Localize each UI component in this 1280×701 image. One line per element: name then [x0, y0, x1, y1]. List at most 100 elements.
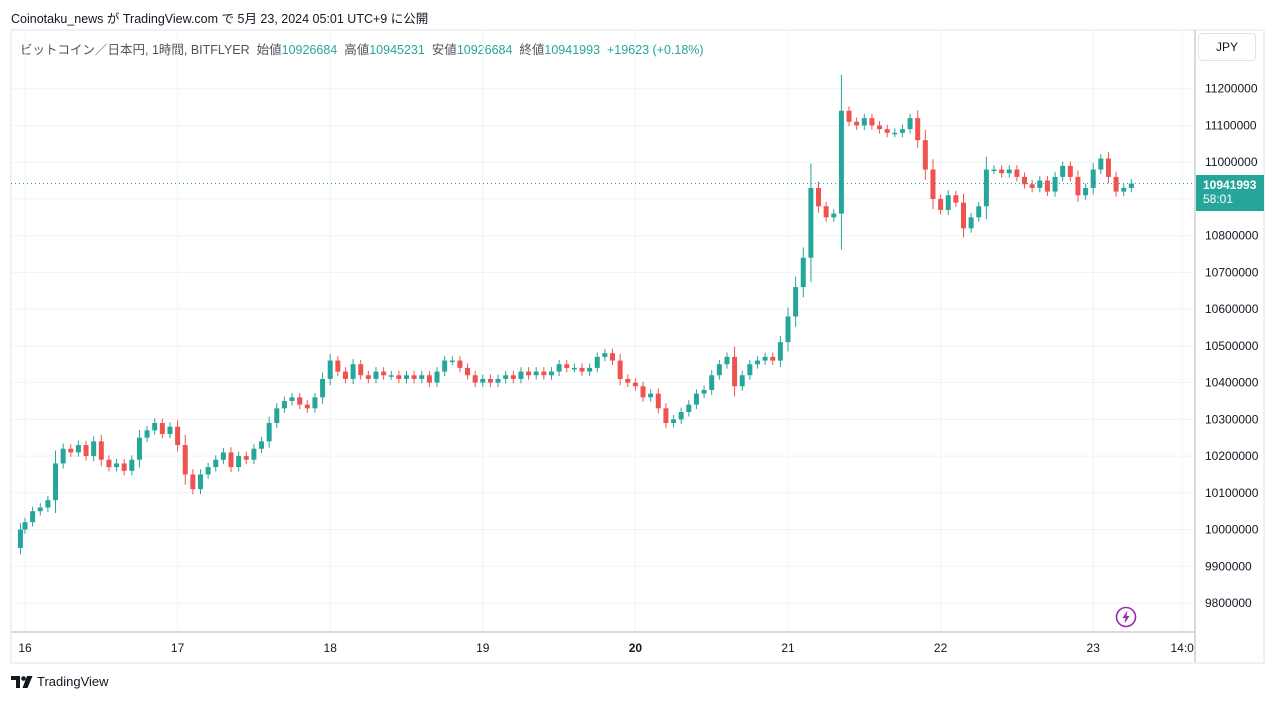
candle-body: [190, 474, 196, 490]
candle-body: [808, 187, 814, 258]
candle-body: [175, 426, 181, 446]
candle-body: [663, 408, 669, 424]
legend-high: 10945231: [369, 43, 425, 57]
y-tick-label: 10200000: [1205, 449, 1259, 463]
legend-close: 10941993: [544, 43, 601, 57]
candle-body: [640, 386, 646, 398]
legend-open-label: 始値: [256, 43, 282, 57]
candle-body: [846, 110, 852, 122]
lightning-icon[interactable]: [1115, 606, 1137, 628]
candle-body: [701, 389, 707, 394]
candle-body: [152, 423, 158, 431]
y-tick-label: 10600000: [1205, 302, 1259, 316]
candle-body: [373, 371, 379, 379]
candle-body: [785, 316, 791, 343]
candle-body: [350, 364, 356, 379]
candle-body: [388, 375, 394, 377]
candle-body: [579, 367, 585, 372]
candle-body: [693, 393, 699, 405]
candle-body: [1121, 187, 1127, 192]
candle-body: [236, 456, 242, 468]
y-tick-label: 10500000: [1205, 339, 1259, 353]
candle-body: [1014, 169, 1020, 177]
candle-body: [648, 393, 654, 398]
candle-body: [83, 445, 89, 457]
candle-body: [877, 125, 883, 130]
y-tick-label: 11200000: [1205, 82, 1258, 96]
x-tick-label: 14:0: [1170, 641, 1194, 655]
candle-body: [610, 353, 616, 361]
candle-body: [602, 353, 608, 357]
candle-body: [472, 375, 478, 383]
candle-body: [587, 367, 593, 372]
ohlc-legend: ビットコイン／日本円, 1時間, BITFLYER 始値10926684 高値1…: [20, 39, 704, 58]
candle-body: [37, 507, 43, 512]
y-tick-label: 10400000: [1205, 376, 1259, 390]
candle-body: [739, 375, 745, 387]
candle-body: [159, 423, 165, 435]
legend-symbol: ビットコイン／日本円, 1時間, BITFLYER: [20, 43, 250, 57]
legend-open: 10926684: [281, 43, 338, 57]
candle-body: [53, 463, 59, 501]
candle-body: [358, 364, 364, 376]
candle-body: [228, 452, 234, 468]
candle-body: [1105, 158, 1111, 177]
candle-body: [1128, 183, 1134, 188]
candle-body: [777, 342, 783, 361]
tradingview-wordmark: TradingView: [37, 674, 109, 689]
publish-caption: Coinotaku_news が TradingView.com で 5月 23…: [11, 12, 429, 26]
candle-body: [548, 371, 554, 376]
candle-body: [938, 198, 944, 210]
x-tick-label: 16: [18, 641, 32, 655]
candle-body: [953, 195, 959, 203]
candle-body: [30, 511, 36, 523]
candle-body: [930, 169, 936, 199]
candle-body: [335, 360, 341, 372]
candle-body: [297, 397, 303, 405]
y-tick-label: 10800000: [1205, 229, 1259, 243]
candle-body: [732, 356, 738, 387]
candle-body: [266, 423, 272, 442]
candle-body: [449, 360, 455, 363]
candle-body: [793, 287, 799, 317]
candle-body: [991, 169, 997, 172]
tradingview-logo[interactable]: TradingView: [11, 674, 109, 689]
candle-body: [831, 213, 837, 218]
candle-body: [22, 522, 28, 530]
candle-body: [1067, 165, 1073, 177]
candle-body: [68, 448, 74, 453]
candle-body: [754, 360, 760, 365]
candle-body: [709, 375, 715, 390]
candle-body: [220, 452, 226, 460]
candle-body: [625, 378, 631, 383]
candle-body: [1098, 158, 1104, 170]
candle-body: [510, 375, 516, 379]
candle-body: [434, 371, 440, 383]
y-tick-label: 11000000: [1205, 155, 1258, 169]
candle-body: [1052, 176, 1058, 192]
candle-body: [724, 356, 730, 365]
candle-body: [45, 500, 51, 508]
candle-body: [106, 459, 112, 468]
chart-frame: [10, 29, 1265, 664]
candle-body: [907, 118, 913, 130]
candle-body: [365, 375, 371, 379]
candle-body: [136, 437, 142, 460]
candle-body: [716, 364, 722, 376]
candle-body: [816, 187, 822, 207]
candle-body: [861, 118, 867, 126]
candle-body: [304, 404, 310, 409]
y-tick-label: 10300000: [1205, 412, 1259, 426]
candle-body: [167, 426, 173, 435]
candle-body: [144, 430, 150, 438]
y-tick-label: 9800000: [1205, 596, 1252, 610]
candle-body: [327, 360, 333, 379]
candle-body: [91, 441, 97, 457]
candle-body: [892, 132, 898, 135]
candle-body: [617, 360, 623, 379]
currency-button[interactable]: JPY: [1198, 33, 1256, 61]
candle-body: [480, 378, 486, 383]
candle-body: [518, 371, 524, 379]
candle-body: [869, 118, 875, 126]
